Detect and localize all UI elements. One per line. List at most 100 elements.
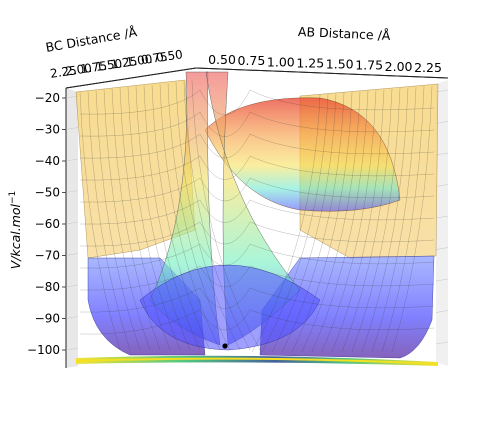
mesh-line xyxy=(79,91,121,351)
grid-line xyxy=(435,215,449,219)
transition-state-marker xyxy=(222,343,228,349)
grid-line xyxy=(435,184,449,187)
y-tick-label: 0.75 xyxy=(140,50,168,68)
x-tick-label: 1.25 xyxy=(296,55,324,70)
z-axis-label: V/kcal.mol−1 xyxy=(8,191,23,270)
right-valley xyxy=(259,255,435,359)
mesh-line xyxy=(371,87,417,353)
mesh-line xyxy=(79,243,435,269)
mesh-line xyxy=(361,87,409,353)
y-tick-label: 0.50 xyxy=(155,47,183,65)
y-tick-label: 1.00 xyxy=(125,52,153,70)
x-tick-label: 1.75 xyxy=(355,58,383,73)
mesh-line xyxy=(251,94,321,353)
z-tick-label: −30 xyxy=(35,123,60,137)
back-ridge xyxy=(204,97,401,212)
y-tick-label: 2.25 xyxy=(49,63,77,81)
z-tick-label: −90 xyxy=(35,312,60,326)
z-axis-label-text: V/kcal.mol xyxy=(8,203,23,269)
mesh-line xyxy=(119,87,171,351)
z-tick-label: −20 xyxy=(35,91,60,105)
mesh-line xyxy=(111,88,161,351)
floor-contour-edge xyxy=(75,357,439,365)
mesh-line xyxy=(311,90,369,353)
mesh-line xyxy=(143,85,201,351)
left-wall xyxy=(75,79,196,259)
y-tick-label: 1.50 xyxy=(95,56,123,74)
z-tick-labels: −20 −30 −40 −50 −60 −70 −80 −90 −100 xyxy=(27,91,66,357)
mesh-line xyxy=(183,81,251,351)
mesh-line xyxy=(79,221,435,247)
x-tick-label: 2.00 xyxy=(385,59,413,74)
mesh-line xyxy=(291,91,353,353)
y-axis-label: BC Distance /Å xyxy=(44,24,138,55)
x-tick-label: 1.50 xyxy=(326,57,354,72)
grid-line xyxy=(65,190,79,193)
mesh-line xyxy=(79,177,435,203)
mesh-line xyxy=(127,87,181,351)
grid-line xyxy=(435,152,449,156)
mesh-line xyxy=(261,93,329,353)
x-axis-label: AB Distance /Å xyxy=(298,24,392,43)
z-tick-label: −80 xyxy=(35,280,60,294)
mesh-line xyxy=(391,85,433,353)
mesh-line xyxy=(191,80,261,351)
grid-line xyxy=(65,253,79,256)
mesh-line xyxy=(151,84,211,351)
mesh-line xyxy=(103,89,151,351)
y-tick-labels: 2.252.001.751.501.251.000.750.50 xyxy=(49,47,183,81)
mesh-line xyxy=(79,89,435,116)
mesh-line xyxy=(79,265,435,291)
grid-line xyxy=(435,278,449,282)
x-tick-label: 0.50 xyxy=(208,52,236,67)
mesh-line xyxy=(175,82,241,351)
mesh-line xyxy=(79,309,435,335)
mesh-line xyxy=(87,91,131,351)
y-tick-label: 2.00 xyxy=(64,61,92,79)
grid-line xyxy=(435,341,449,345)
central-basin xyxy=(139,264,321,351)
z-tick-label: −60 xyxy=(35,217,60,231)
mesh-line xyxy=(159,83,221,351)
x-tick-label: 2.25 xyxy=(414,60,442,75)
grid-line xyxy=(435,247,449,250)
grid-line xyxy=(65,284,79,288)
mesh-line xyxy=(341,88,393,353)
z-tick-label: −100 xyxy=(27,343,60,357)
y-axis: 2.252.001.751.501.251.000.750.50 BC Dist… xyxy=(44,24,197,89)
mesh-line xyxy=(79,287,435,313)
x-tick-label: 0.75 xyxy=(238,53,266,68)
x-axis: 0.50 0.75 1.00 1.25 1.50 1.75 2.00 2.25 AB Dist… xyxy=(195,24,449,79)
mesh-line xyxy=(301,91,361,353)
mesh-line xyxy=(331,89,385,353)
mesh-line xyxy=(79,155,435,181)
grid-line xyxy=(65,158,79,162)
mesh-line xyxy=(381,86,425,353)
mesh-line xyxy=(281,92,345,353)
y-tick-label: 1.25 xyxy=(110,54,138,72)
potential-energy-surface xyxy=(75,71,439,366)
x-tick-label: 1.00 xyxy=(267,54,295,69)
mesh-line xyxy=(321,90,377,353)
mesh-line xyxy=(79,111,435,137)
z-axis-label-exponent: −1 xyxy=(8,191,18,204)
z-tick-label: −50 xyxy=(35,186,60,200)
grid-line xyxy=(65,347,79,351)
z-tick-label: −40 xyxy=(35,154,60,168)
mesh-line xyxy=(271,93,337,353)
grid-line xyxy=(65,316,79,319)
grid-line xyxy=(435,310,449,313)
y-tick-label: 1.75 xyxy=(80,59,108,77)
mesh-line xyxy=(79,199,435,225)
mesh-line xyxy=(95,90,141,351)
mesh-line xyxy=(79,133,435,159)
grid-lines xyxy=(65,89,449,351)
mesh-line xyxy=(351,88,401,353)
z-axis: −20 −30 −40 −50 −60 −70 −80 −90 −100 V/kcal.mol−… xyxy=(8,91,66,357)
grid-line xyxy=(65,221,79,225)
grid-line xyxy=(65,127,79,130)
x-tick-labels: 0.50 0.75 1.00 1.25 1.50 1.75 2.00 2.25 xyxy=(208,52,442,75)
z-tick-label: −70 xyxy=(35,249,60,263)
mesh-line xyxy=(135,86,191,351)
